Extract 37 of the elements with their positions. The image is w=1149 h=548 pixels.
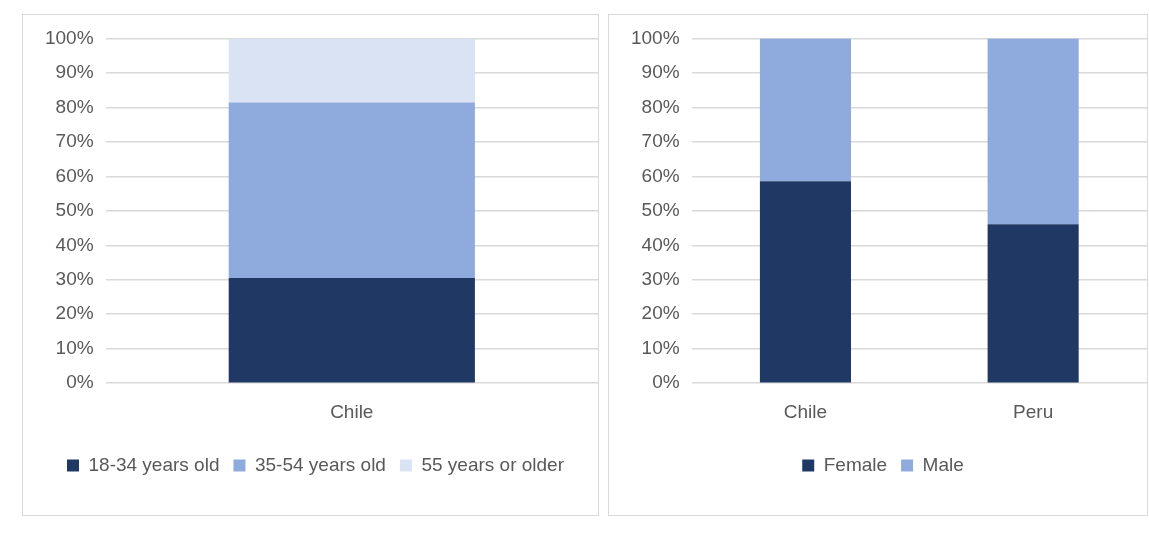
x-tick-label: Chile [783,400,828,422]
y-tick-label: 40% [641,233,680,255]
y-tick-label: 10% [55,336,94,358]
y-tick-label: 0% [66,371,94,393]
bar [987,224,1079,383]
legend-label: Male [922,453,964,475]
y-tick-label: 50% [641,199,680,221]
y-tick-label: 70% [55,130,94,152]
y-tick-label: 10% [641,336,680,358]
y-tick-label: 30% [641,267,680,289]
y-tick-label: 90% [641,61,680,83]
y-tick-label: 80% [641,95,680,117]
y-tick-label: 60% [641,164,680,186]
y-tick-label: 20% [55,302,94,324]
bar [759,181,851,383]
y-tick-label: 20% [641,302,680,324]
x-tick-label: Peru [1013,400,1054,422]
y-tick-label: 80% [55,95,94,117]
bar [759,38,851,182]
y-tick-label: 100% [630,26,680,48]
x-tick-label: Chile [330,400,374,422]
y-tick-label: 90% [55,61,94,83]
y-tick-label: 0% [652,371,680,393]
legend-label: 55 years or older [421,453,565,475]
y-tick-label: 100% [44,26,94,48]
y-tick-label: 40% [55,233,94,255]
bar [228,278,475,383]
y-tick-label: 60% [55,164,94,186]
bar [228,38,475,103]
y-tick-label: 30% [55,267,94,289]
bar [987,38,1079,225]
legend-label: 18-34 years old [88,453,220,475]
legend-label: Female [823,453,888,475]
legend-label: 35-54 years old [254,453,386,475]
y-tick-label: 70% [641,130,680,152]
y-tick-label: 50% [55,199,94,221]
bar [228,102,475,279]
